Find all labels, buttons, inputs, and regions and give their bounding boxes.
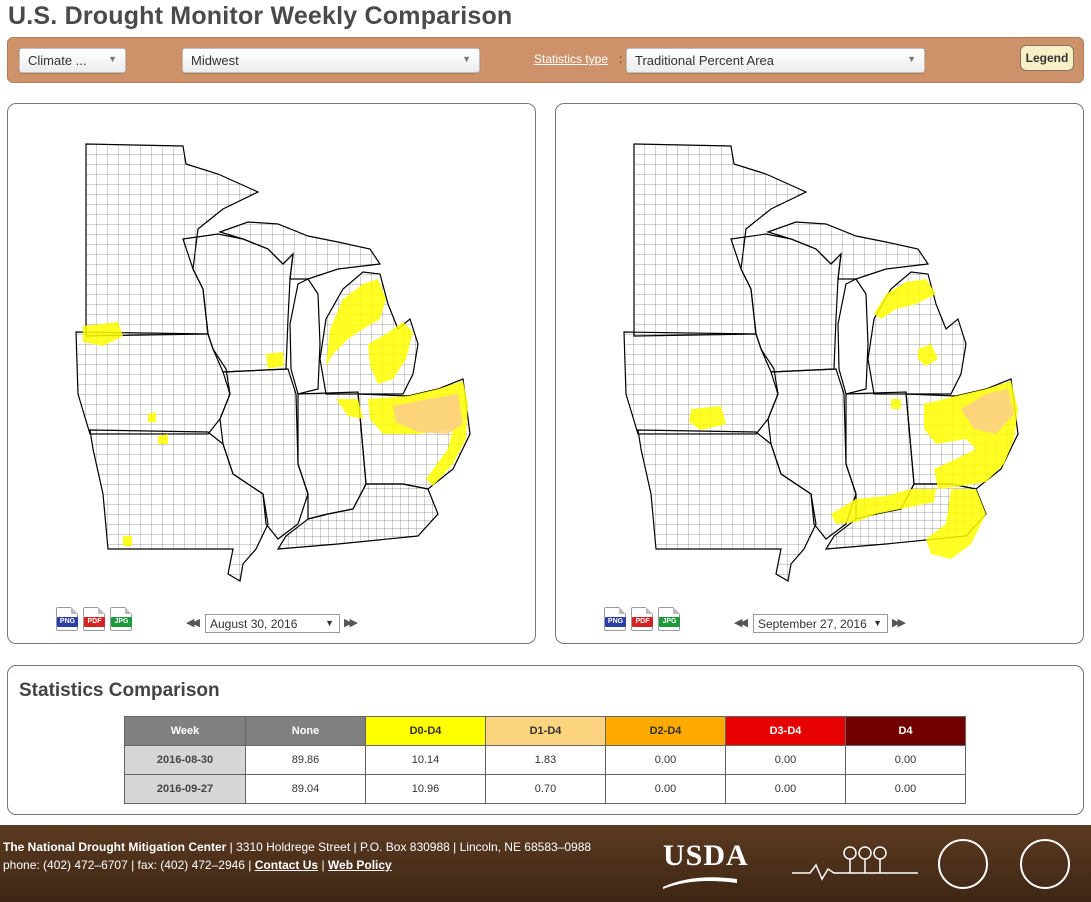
row-cell: 0.00: [725, 745, 846, 775]
header-d4: D4: [845, 716, 966, 746]
usda-swoosh-icon: [663, 877, 737, 889]
table-row: 2016-08-30 89.86 10.14 1.83 0.00 0.00 0.…: [124, 745, 966, 775]
table-row: 2016-09-27 89.04 10.96 0.70 0.00 0.00 0.…: [124, 774, 966, 804]
row-cell: 10.14: [365, 745, 486, 775]
footer-org: The National Drought Mitigation Center: [3, 840, 227, 854]
stats-type-link[interactable]: Statistics type: [534, 52, 609, 66]
date-value-left: August 30, 2016: [210, 617, 298, 631]
chevron-down-icon: ▼: [907, 54, 916, 64]
stats-header-row: Week None D0-D4 D1-D4 D2-D4 D3-D4 D4: [124, 716, 966, 746]
row-cell: 89.86: [245, 745, 366, 775]
toolbar: Climate ... ▼ Midwest ▼ Statistics type …: [7, 37, 1084, 83]
row-cell: 10.96: [365, 774, 486, 804]
row-cell: 1.83: [485, 745, 606, 775]
footer-address-line: The National Drought Mitigation Center |…: [3, 840, 591, 854]
row-cell: 0.00: [725, 774, 846, 804]
map-panel-left: PNG PDF JPG ◀◀ August 30, 2016 ▼ ▶▶: [7, 103, 536, 644]
date-value-right: September 27, 2016: [758, 617, 867, 631]
usda-logo[interactable]: USDA: [663, 839, 749, 872]
ndmc-logo[interactable]: [790, 843, 920, 889]
stats-type-value: Traditional Percent Area: [635, 53, 774, 68]
page-title: U.S. Drought Monitor Weekly Comparison: [8, 2, 513, 30]
web-policy-link[interactable]: Web Policy: [327, 858, 392, 872]
legend-button[interactable]: Legend: [1020, 45, 1074, 71]
jpg-export-icon[interactable]: JPG: [658, 607, 680, 631]
noaa-seal-icon: [1020, 839, 1070, 889]
date-select-left[interactable]: August 30, 2016 ▼: [205, 614, 340, 633]
png-export-icon[interactable]: PNG: [56, 607, 78, 631]
previous-week-icon[interactable]: ◀◀: [186, 617, 200, 629]
drought-map-left[interactable]: [8, 104, 537, 604]
row-week: 2016-08-30: [124, 745, 246, 775]
region-type-value: Climate ...: [28, 53, 87, 68]
png-export-icon[interactable]: PNG: [604, 607, 626, 631]
next-week-icon[interactable]: ▶▶: [892, 617, 906, 629]
pdf-export-icon[interactable]: PDF: [83, 607, 105, 631]
footer-address: | 3310 Holdrege Street | P.O. Box 830988…: [226, 840, 592, 854]
pdf-export-icon[interactable]: PDF: [631, 607, 653, 631]
header-d0-d4: D0-D4: [365, 716, 486, 746]
chevron-down-icon: ▼: [873, 618, 882, 628]
row-cell: 0.00: [845, 745, 966, 775]
next-week-icon[interactable]: ▶▶: [344, 617, 358, 629]
row-cell: 0.70: [485, 774, 606, 804]
row-cell: 0.00: [845, 774, 966, 804]
footer-contact-line: phone: (402) 472–6707 | fax: (402) 472–2…: [3, 858, 392, 872]
region-value: Midwest: [191, 53, 239, 68]
date-select-right[interactable]: September 27, 2016 ▼: [753, 614, 888, 633]
header-d2-d4: D2-D4: [605, 716, 726, 746]
row-cell: 0.00: [605, 745, 726, 775]
row-cell: 89.04: [245, 774, 366, 804]
chevron-down-icon: ▼: [462, 54, 471, 64]
header-none: None: [245, 716, 366, 746]
header-d1-d4: D1-D4: [485, 716, 606, 746]
stats-panel: Statistics Comparison Week None D0-D4 D1…: [7, 665, 1084, 815]
chevron-down-icon: ▼: [325, 618, 334, 628]
row-week: 2016-09-27: [124, 774, 246, 804]
stats-title: Statistics Comparison: [19, 680, 220, 701]
header-week: Week: [124, 716, 246, 746]
stats-table: Week None D0-D4 D1-D4 D2-D4 D3-D4 D4 201…: [124, 716, 966, 804]
footer-sep: |: [318, 858, 328, 872]
drought-map-right[interactable]: [556, 104, 1085, 604]
stats-type-colon: :: [619, 52, 623, 66]
region-select[interactable]: Midwest ▼: [182, 48, 480, 73]
previous-week-icon[interactable]: ◀◀: [734, 617, 748, 629]
chevron-down-icon: ▼: [108, 54, 117, 64]
header-d3-d4: D3-D4: [725, 716, 846, 746]
footer-phone: phone: (402) 472–6707 | fax: (402) 472–2…: [3, 858, 255, 872]
map-panel-right: PNG PDF JPG ◀◀ September 27, 2016 ▼ ▶▶: [555, 103, 1084, 644]
region-type-select[interactable]: Climate ... ▼: [19, 48, 126, 73]
jpg-export-icon[interactable]: JPG: [110, 607, 132, 631]
row-cell: 0.00: [605, 774, 726, 804]
stats-type-select[interactable]: Traditional Percent Area ▼: [626, 48, 925, 73]
contact-us-link[interactable]: Contact Us: [254, 858, 319, 872]
doc-seal-icon: [938, 839, 988, 889]
footer: The National Drought Mitigation Center |…: [0, 825, 1091, 902]
